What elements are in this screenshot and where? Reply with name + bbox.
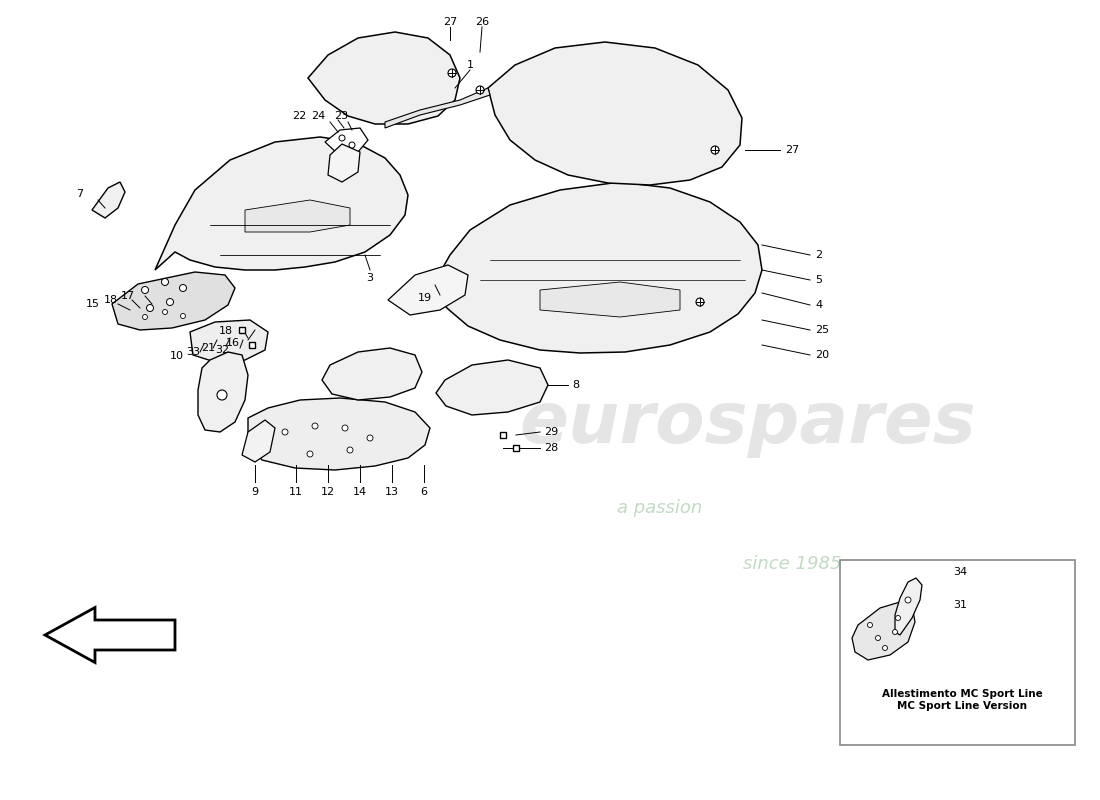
Text: eurospares: eurospares (519, 390, 977, 458)
Text: 25: 25 (815, 325, 829, 335)
Polygon shape (436, 360, 548, 415)
Polygon shape (324, 128, 369, 154)
Circle shape (895, 615, 901, 621)
Circle shape (282, 429, 288, 435)
Circle shape (696, 298, 704, 306)
Text: 29: 29 (544, 427, 558, 437)
Circle shape (307, 451, 314, 457)
Circle shape (876, 635, 880, 641)
Text: a passion: a passion (617, 499, 703, 517)
Polygon shape (895, 578, 922, 635)
Polygon shape (488, 42, 743, 185)
Text: 23: 23 (334, 111, 348, 121)
Text: 21: 21 (201, 343, 214, 353)
Text: 5: 5 (815, 275, 822, 285)
Text: 8: 8 (572, 380, 579, 390)
Text: since 1985: since 1985 (742, 555, 842, 573)
Circle shape (163, 310, 167, 314)
Circle shape (476, 86, 484, 94)
Polygon shape (540, 282, 680, 317)
Text: 15: 15 (86, 299, 100, 309)
Circle shape (892, 630, 898, 634)
Circle shape (142, 286, 148, 294)
Circle shape (905, 597, 911, 603)
Polygon shape (322, 348, 422, 400)
Polygon shape (242, 420, 275, 462)
Circle shape (868, 622, 872, 627)
Text: 14: 14 (353, 487, 367, 497)
Text: 7: 7 (76, 189, 82, 199)
Circle shape (367, 435, 373, 441)
Circle shape (448, 69, 456, 77)
Text: 4: 4 (815, 300, 822, 310)
Text: 18: 18 (103, 295, 118, 305)
Circle shape (882, 646, 888, 650)
Circle shape (166, 298, 174, 306)
Text: 28: 28 (544, 443, 558, 453)
Text: 9: 9 (252, 487, 258, 497)
Text: 2: 2 (815, 250, 822, 260)
Polygon shape (198, 352, 248, 432)
Circle shape (143, 314, 147, 319)
FancyBboxPatch shape (840, 560, 1075, 745)
Polygon shape (248, 398, 430, 470)
Text: 10: 10 (170, 351, 184, 361)
Circle shape (711, 146, 719, 154)
Text: 24: 24 (310, 111, 324, 121)
Text: 32: 32 (214, 345, 229, 355)
Circle shape (162, 278, 168, 286)
Polygon shape (328, 144, 360, 182)
Text: 18: 18 (219, 326, 233, 336)
Circle shape (179, 285, 187, 291)
Circle shape (339, 135, 345, 141)
Text: 3: 3 (366, 273, 374, 283)
Polygon shape (155, 137, 408, 270)
Text: 13: 13 (385, 487, 399, 497)
Text: Allestimento MC Sport Line
MC Sport Line Version: Allestimento MC Sport Line MC Sport Line… (881, 689, 1043, 710)
Text: 20: 20 (815, 350, 829, 360)
Text: 19: 19 (418, 293, 432, 303)
Text: 17: 17 (121, 291, 135, 301)
Polygon shape (385, 88, 490, 128)
Polygon shape (308, 32, 460, 124)
Polygon shape (190, 320, 268, 362)
Text: 22: 22 (292, 111, 306, 121)
Polygon shape (245, 200, 350, 232)
Text: 12: 12 (321, 487, 336, 497)
Circle shape (346, 447, 353, 453)
Circle shape (349, 142, 355, 148)
Text: 16: 16 (226, 338, 240, 348)
Text: 27: 27 (443, 17, 458, 27)
Text: 31: 31 (953, 600, 967, 610)
Text: 11: 11 (289, 487, 302, 497)
Text: 33: 33 (186, 347, 200, 357)
Polygon shape (852, 602, 915, 660)
Text: 34: 34 (953, 567, 967, 577)
Text: 26: 26 (475, 17, 490, 27)
Circle shape (217, 390, 227, 400)
Polygon shape (92, 182, 125, 218)
Text: 1: 1 (466, 60, 473, 70)
Polygon shape (112, 272, 235, 330)
Polygon shape (430, 182, 762, 353)
Polygon shape (388, 265, 467, 315)
FancyArrow shape (45, 607, 175, 662)
Text: 27: 27 (785, 145, 800, 155)
Circle shape (342, 425, 348, 431)
Circle shape (146, 305, 154, 311)
Circle shape (312, 423, 318, 429)
Circle shape (180, 314, 186, 318)
Text: 6: 6 (420, 487, 428, 497)
